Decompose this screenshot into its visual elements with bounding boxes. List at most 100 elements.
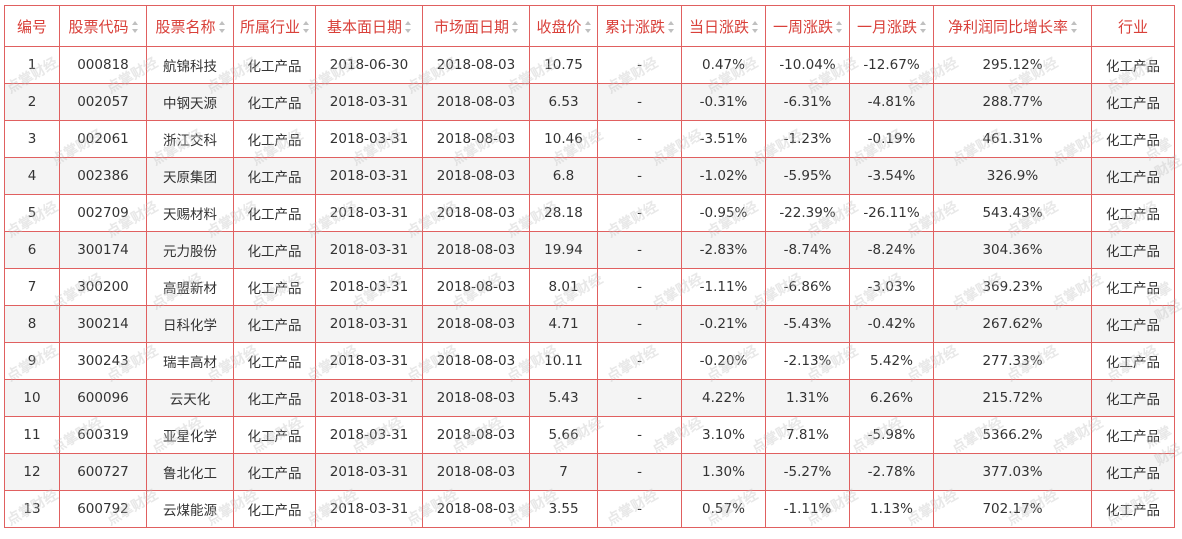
cell-row-index: 10: [4, 379, 60, 417]
table-row[interactable]: 2 002057 中钢天源 化工产品 2018-03-31 2018-08-03 6.53-…: [4, 83, 1175, 121]
cell-net-profit-growth: 215.72%: [933, 379, 1092, 417]
table-row[interactable]: 5 002709 天赐材料 化工产品 2018-03-31 2018-08-03 28.18…: [4, 194, 1175, 232]
cell-net-profit-growth: 326.9%: [933, 157, 1092, 195]
sort-arrows-icon[interactable]: [1071, 21, 1077, 33]
cell-industry: 化工产品: [233, 305, 316, 343]
column-header-stock-name[interactable]: 股票名称: [146, 5, 234, 47]
cell-cumulative-change: -: [597, 120, 682, 158]
table-row[interactable]: 7 300200 高盟新材 化工产品 2018-03-31 2018-08-03 8.01-…: [4, 268, 1175, 306]
column-header-daily-change[interactable]: 当日涨跌: [681, 5, 766, 47]
cell-daily-change: -0.31%: [681, 83, 766, 121]
cell-monthly-change: -12.67%: [849, 46, 934, 84]
cell-market-date: 2018-08-03: [422, 46, 530, 84]
cell-daily-change: 0.47%: [681, 46, 766, 84]
cell-industry-category: 化工产品: [1091, 342, 1175, 380]
column-header-row-index: 编号: [4, 5, 60, 47]
cell-industry-category: 化工产品: [1091, 268, 1175, 306]
cell-close-price: 5.43: [529, 379, 598, 417]
sort-arrows-icon[interactable]: [668, 21, 674, 33]
cell-weekly-change: -5.27%: [765, 453, 850, 491]
cell-monthly-change: -4.81%: [849, 83, 934, 121]
cell-stock-code: 300174: [59, 231, 147, 269]
sort-arrows-icon[interactable]: [218, 21, 225, 33]
cell-monthly-change: 6.26%: [849, 379, 934, 417]
sort-arrows-icon[interactable]: [920, 21, 926, 33]
column-header-label: 编号: [16, 17, 47, 36]
cell-stock-code: 300200: [59, 268, 147, 306]
cell-daily-change: -0.20%: [681, 342, 766, 380]
cell-industry-category: 化工产品: [1091, 379, 1175, 417]
cell-daily-change: -1.11%: [681, 268, 766, 306]
cell-row-index: 2: [4, 83, 60, 121]
cell-industry: 化工产品: [233, 490, 316, 528]
table-row[interactable]: 6 300174 元力股份 化工产品 2018-03-31 2018-08-03 19.94…: [4, 231, 1175, 269]
cell-cumulative-change: -: [597, 157, 682, 195]
sort-arrows-icon[interactable]: [836, 21, 842, 33]
cell-cumulative-change: -: [597, 231, 682, 269]
cell-market-date: 2018-08-03: [422, 157, 530, 195]
cell-daily-change: 0.57%: [681, 490, 766, 528]
cell-cumulative-change: -: [597, 416, 682, 454]
column-header-market-date[interactable]: 市场面日期: [422, 5, 530, 47]
cell-fundamental-date: 2018-03-31: [315, 231, 423, 269]
column-header-cumulative-change[interactable]: 累计涨跌: [597, 5, 682, 47]
cell-stock-code: 300214: [59, 305, 147, 343]
cell-fundamental-date: 2018-03-31: [315, 305, 423, 343]
column-header-label: 净利润同比增长率: [947, 17, 1068, 36]
cell-monthly-change: -5.98%: [849, 416, 934, 454]
cell-market-date: 2018-08-03: [422, 490, 530, 528]
table-row[interactable]: 11 600319 亚星化学 化工产品 2018-03-31 2018-08-03 5.66…: [4, 416, 1175, 454]
cell-industry: 化工产品: [233, 453, 316, 491]
sort-arrows-icon[interactable]: [405, 21, 411, 33]
column-header-weekly-change[interactable]: 一周涨跌: [765, 5, 850, 47]
stock-table: 编号 股票代码 股票名称 所属行业 基本面日期 市场面日期 收盘价 累计涨跌 当日涨跌 一周涨跌 一…: [4, 5, 1175, 528]
cell-industry-category: 化工产品: [1091, 157, 1175, 195]
cell-weekly-change: 1.31%: [765, 379, 850, 417]
cell-industry: 化工产品: [233, 83, 316, 121]
cell-row-index: 6: [4, 231, 60, 269]
column-header-label: 基本面日期: [326, 17, 402, 36]
sort-arrows-icon[interactable]: [584, 21, 591, 33]
column-header-monthly-change[interactable]: 一月涨跌: [849, 5, 934, 47]
table-body: 1 000818 航锦科技 化工产品 2018-06-30 2018-08-03 10.75…: [4, 46, 1175, 528]
cell-stock-code: 002057: [59, 83, 147, 121]
table-row[interactable]: 1 000818 航锦科技 化工产品 2018-06-30 2018-08-03 10.75…: [4, 46, 1175, 84]
cell-stock-code: 600319: [59, 416, 147, 454]
cell-stock-code: 000818: [59, 46, 147, 84]
cell-fundamental-date: 2018-03-31: [315, 120, 423, 158]
cell-industry: 化工产品: [233, 46, 316, 84]
cell-net-profit-growth: 295.12%: [933, 46, 1092, 84]
sort-arrows-icon[interactable]: [752, 21, 758, 33]
cell-monthly-change: -8.24%: [849, 231, 934, 269]
cell-market-date: 2018-08-03: [422, 194, 530, 232]
column-header-stock-code[interactable]: 股票代码: [59, 5, 147, 47]
cell-daily-change: -2.83%: [681, 231, 766, 269]
cell-cumulative-change: -: [597, 379, 682, 417]
cell-close-price: 10.46: [529, 120, 598, 158]
table-row[interactable]: 12 600727 鲁北化工 化工产品 2018-03-31 2018-08-03 7-1.…: [4, 453, 1175, 491]
sort-arrows-icon[interactable]: [303, 21, 309, 33]
column-header-close-price[interactable]: 收盘价: [529, 5, 598, 47]
table-row[interactable]: 3 002061 浙江交科 化工产品 2018-03-31 2018-08-03 10.46…: [4, 120, 1175, 158]
column-header-industry[interactable]: 所属行业: [233, 5, 316, 47]
sort-arrows-icon[interactable]: [131, 21, 138, 33]
table-row[interactable]: 13 600792 云煤能源 化工产品 2018-03-31 2018-08-03 3.55…: [4, 490, 1175, 528]
table-row[interactable]: 4 002386 天原集团 化工产品 2018-03-31 2018-08-03 6.8- -…: [4, 157, 1175, 195]
cell-fundamental-date: 2018-03-31: [315, 379, 423, 417]
column-header-label: 所属行业: [239, 17, 300, 36]
cell-net-profit-growth: 377.03%: [933, 453, 1092, 491]
cell-close-price: 6.8: [529, 157, 598, 195]
column-header-fundamental-date[interactable]: 基本面日期: [315, 5, 423, 47]
cell-net-profit-growth: 267.62%: [933, 305, 1092, 343]
cell-market-date: 2018-08-03: [422, 83, 530, 121]
table-row[interactable]: 10 600096 云天化 化工产品 2018-03-31 2018-08-03 5.43-…: [4, 379, 1175, 417]
cell-monthly-change: -26.11%: [849, 194, 934, 232]
table-row[interactable]: 8 300214 日科化学 化工产品 2018-03-31 2018-08-03 4.71-…: [4, 305, 1175, 343]
table-row[interactable]: 9 300243 瑞丰高材 化工产品 2018-03-31 2018-08-03 10.11…: [4, 342, 1175, 380]
cell-monthly-change: -3.03%: [849, 268, 934, 306]
cell-weekly-change: -6.86%: [765, 268, 850, 306]
column-header-net-profit-growth[interactable]: 净利润同比增长率: [933, 5, 1092, 47]
sort-arrows-icon[interactable]: [512, 21, 518, 33]
cell-fundamental-date: 2018-03-31: [315, 342, 423, 380]
cell-stock-name: 航锦科技: [146, 46, 234, 84]
